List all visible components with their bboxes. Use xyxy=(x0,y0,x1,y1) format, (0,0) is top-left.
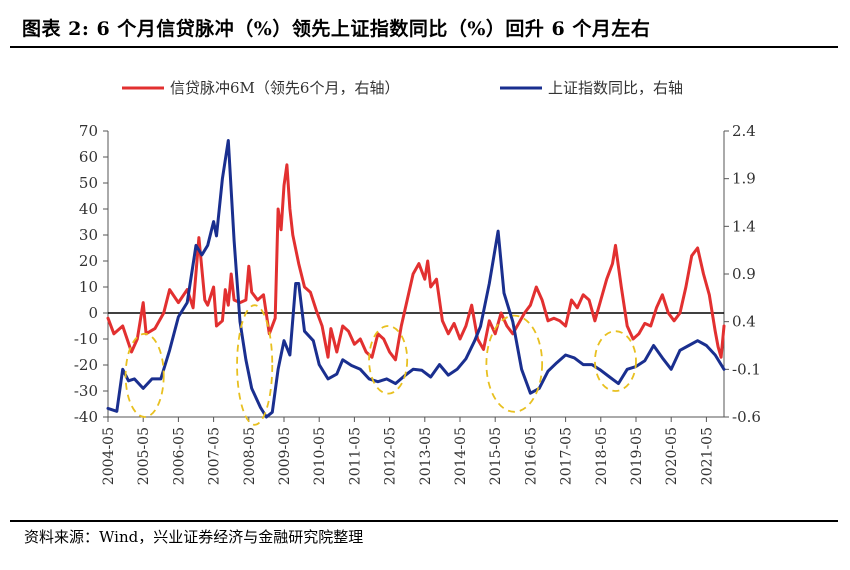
left-tick-label: 30 xyxy=(79,226,98,244)
source-note: 资料来源：Wind，兴业证券经济与金融研究院整理 xyxy=(24,528,364,546)
source-rule xyxy=(10,520,838,522)
x-tick-label: 2008-05 xyxy=(242,427,258,485)
x-tick-label: 2007-05 xyxy=(207,427,223,485)
legend-label: 上证指数同比，右轴 xyxy=(548,79,683,97)
x-tick-label: 2019-05 xyxy=(629,427,645,485)
highlight-ellipse xyxy=(368,325,409,395)
highlight-ellipse xyxy=(236,304,274,426)
left-tick-label: -30 xyxy=(74,382,98,400)
highlight-ellipse xyxy=(485,314,544,413)
left-tick-label: 20 xyxy=(79,252,98,270)
x-tick-label: 2009-05 xyxy=(277,427,293,485)
x-tick-label: 2010-05 xyxy=(312,427,328,485)
right-tick-label: -0.6 xyxy=(732,408,761,426)
chart-title: 图表 2: 6 个月信贷脉冲（%）领先上证指数同比（%）回升 6 个月左右 xyxy=(22,18,651,40)
right-tick-label: -0.1 xyxy=(732,360,761,378)
x-tick-label: 2015-05 xyxy=(488,427,504,485)
left-tick-label: 60 xyxy=(79,148,98,166)
x-tick-label: 2004-05 xyxy=(101,427,117,485)
x-tick-label: 2017-05 xyxy=(559,427,575,485)
right-tick-label: 0.9 xyxy=(732,265,756,283)
x-tick-label: 2021-05 xyxy=(699,427,715,485)
x-tick-label: 2018-05 xyxy=(594,427,610,485)
left-tick-label: 40 xyxy=(79,200,98,218)
x-tick-label: 2006-05 xyxy=(171,427,187,485)
title-rule xyxy=(10,46,838,48)
legend-label: 信贷脉冲6M（领先6个月，右轴） xyxy=(170,79,399,97)
right-tick-label: 1.4 xyxy=(732,217,756,235)
right-tick-label: 2.4 xyxy=(732,122,756,140)
x-tick-label: 2005-05 xyxy=(136,427,152,485)
x-tick-label: 2012-05 xyxy=(383,427,399,485)
plot-area: -40 -30 -20 -10 0 10 20 30 40 50 60 70 -0.6 -0.1 0.4 0.… xyxy=(74,79,761,485)
highlight-ellipse xyxy=(124,332,165,418)
x-tick-label: 2011-05 xyxy=(347,427,363,485)
left-tick-label: -40 xyxy=(74,408,98,426)
left-tick-label: 50 xyxy=(79,174,98,192)
x-tick-label: 2016-05 xyxy=(523,427,539,485)
highlight-ellipse xyxy=(594,330,637,392)
credit-impulse-line xyxy=(106,163,726,362)
left-tick-label: -10 xyxy=(74,330,98,348)
x-tick-label: 2013-05 xyxy=(418,427,434,485)
left-tick-label: 70 xyxy=(79,122,98,140)
right-tick-label: 0.4 xyxy=(732,313,756,331)
index-yoy-line xyxy=(106,139,726,419)
left-tick-label: 0 xyxy=(88,304,98,322)
x-tick-label: 2014-05 xyxy=(453,427,469,485)
x-tick-label: 2020-05 xyxy=(664,427,680,485)
left-tick-label: 10 xyxy=(79,278,98,296)
right-tick-label: 1.9 xyxy=(732,170,756,188)
left-tick-label: -20 xyxy=(74,356,98,374)
